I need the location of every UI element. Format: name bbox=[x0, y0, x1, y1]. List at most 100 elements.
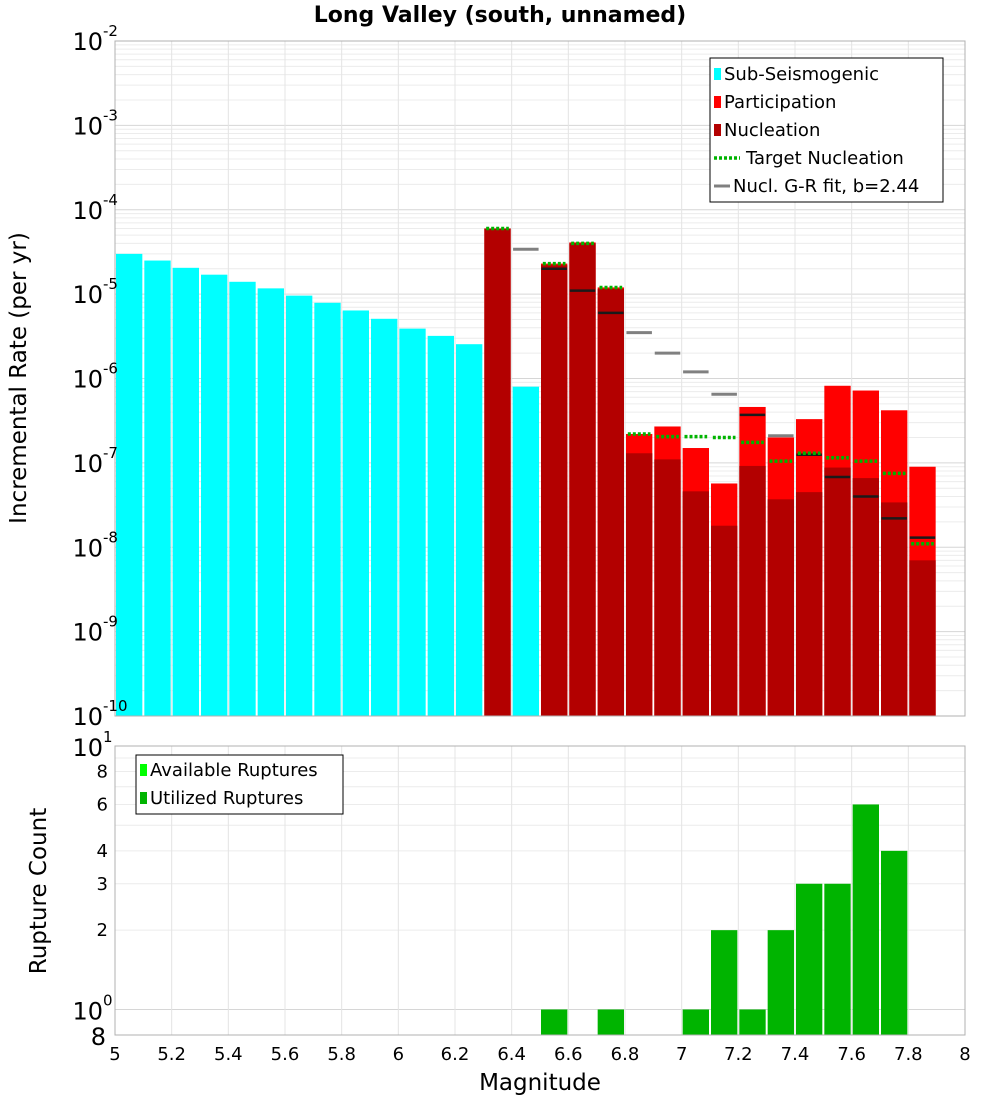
sub-seismogenic-bar bbox=[512, 386, 539, 716]
top-y-tick-exponent: -4 bbox=[103, 191, 118, 209]
x-tick-label: 7.8 bbox=[894, 1044, 923, 1065]
utilized-ruptures-bar bbox=[541, 1009, 568, 1035]
sub-seismogenic-bar bbox=[201, 274, 228, 716]
bottom-y-min-label: 8 bbox=[91, 1023, 106, 1051]
sub-seismogenic-bar bbox=[399, 328, 426, 716]
utilized-ruptures-bar bbox=[824, 883, 851, 1035]
top-y-tick-base: 10 bbox=[72, 366, 103, 394]
sub-seismogenic-bar bbox=[314, 302, 341, 716]
top-y-tick-exponent: -7 bbox=[103, 444, 118, 462]
legend-label-sub_seismogenic: Sub-Seismogenic bbox=[724, 64, 879, 85]
top-y-tick-base: 10 bbox=[72, 703, 103, 731]
top-y-tick-base: 10 bbox=[72, 619, 103, 647]
top-y-tick-base: 10 bbox=[72, 450, 103, 478]
legend-label-nucleation: Nucleation bbox=[724, 120, 820, 141]
utilized-ruptures-bar bbox=[767, 930, 794, 1035]
nucleation-bar bbox=[654, 459, 681, 716]
x-tick-label: 5 bbox=[109, 1044, 120, 1065]
top-y-tick-exponent: -10 bbox=[103, 697, 128, 715]
x-tick-label: 7.4 bbox=[781, 1044, 810, 1065]
top-y-tick-base: 10 bbox=[72, 534, 103, 562]
bottom-y-tick: 6 bbox=[97, 794, 108, 815]
top-y-tick-exponent: -5 bbox=[103, 275, 118, 293]
sub-seismogenic-bar bbox=[427, 335, 454, 716]
bottom-y-major-base: 10 bbox=[72, 734, 103, 762]
utilized-ruptures-bar bbox=[881, 850, 908, 1035]
bottom-y-tick: 4 bbox=[97, 841, 108, 862]
nucleation-bar bbox=[852, 478, 879, 716]
nucleation-bar bbox=[824, 467, 851, 716]
top-y-tick-exponent: -3 bbox=[103, 106, 118, 124]
top-y-tick-exponent: -8 bbox=[103, 528, 118, 546]
sub-seismogenic-bar bbox=[229, 281, 256, 716]
bottom-y-tick: 2 bbox=[97, 920, 108, 941]
legend-label-participation: Participation bbox=[724, 92, 836, 113]
nucleation-bar bbox=[682, 491, 709, 716]
sub-seismogenic-bar bbox=[144, 260, 171, 716]
sub-seismogenic-bar bbox=[257, 288, 284, 716]
sub-seismogenic-bar bbox=[116, 253, 143, 716]
sub-seismogenic-bar bbox=[342, 310, 369, 716]
legend-swatch-sub_seismogenic bbox=[714, 68, 721, 80]
bottom-y-major-exponent: 0 bbox=[103, 991, 113, 1009]
nucleation-bar bbox=[626, 453, 653, 716]
x-tick-label: 6.2 bbox=[441, 1044, 470, 1065]
legend-swatch-available bbox=[140, 764, 147, 776]
top-y-tick-exponent: -9 bbox=[103, 613, 118, 631]
x-tick-label: 6.8 bbox=[611, 1044, 640, 1065]
bottom-y-tick: 8 bbox=[97, 762, 108, 783]
legend-swatch-participation bbox=[714, 96, 721, 108]
bottom-y-axis-label: Rupture Count bbox=[26, 808, 52, 974]
utilized-ruptures-bar bbox=[597, 1009, 624, 1035]
x-tick-label: 5.2 bbox=[157, 1044, 186, 1065]
nucleation-bar bbox=[767, 499, 794, 716]
sub-seismogenic-bar bbox=[371, 318, 398, 716]
x-tick-label: 7 bbox=[676, 1044, 687, 1065]
legend-swatch-nucleation bbox=[714, 124, 721, 136]
top-y-tick-base: 10 bbox=[72, 281, 103, 309]
top-y-axis-label: Incremental Rate (per yr) bbox=[6, 232, 32, 524]
x-tick-label: 7.2 bbox=[724, 1044, 753, 1065]
legend-label-gr_fit: Nucl. G-R fit, b=2.44 bbox=[733, 176, 919, 197]
top-y-tick-base: 10 bbox=[72, 197, 103, 225]
nucleation-bar bbox=[909, 560, 936, 716]
utilized-ruptures-bar bbox=[682, 1009, 709, 1035]
nucleation-bar bbox=[796, 492, 823, 716]
legend-label-target_nucleation: Target Nucleation bbox=[745, 148, 904, 169]
legend-label-utilized: Utilized Ruptures bbox=[150, 788, 303, 809]
nucleation-bar bbox=[711, 525, 738, 716]
x-tick-label: 6 bbox=[393, 1044, 404, 1065]
nucleation-bar bbox=[597, 289, 624, 716]
nucleation-bar bbox=[541, 265, 568, 716]
x-tick-label: 5.4 bbox=[214, 1044, 243, 1065]
top-y-tick-base: 10 bbox=[72, 112, 103, 140]
bottom-plot-frame bbox=[114, 745, 966, 1036]
nucleation-bar bbox=[484, 228, 511, 716]
sub-seismogenic-bar bbox=[286, 295, 313, 716]
top-plot-frame bbox=[114, 40, 966, 717]
nucleation-bar bbox=[739, 465, 766, 716]
utilized-ruptures-bar bbox=[852, 804, 879, 1035]
x-tick-label: 8 bbox=[959, 1044, 970, 1065]
x-axis-label: Magnitude bbox=[479, 1070, 601, 1096]
bottom-y-major-exponent: 1 bbox=[103, 728, 113, 746]
top-legend-box bbox=[709, 57, 944, 203]
nucleation-bar bbox=[881, 502, 908, 716]
x-tick-label: 5.8 bbox=[327, 1044, 356, 1065]
utilized-ruptures-bar bbox=[739, 1009, 766, 1035]
legend-swatch-utilized bbox=[140, 792, 147, 804]
bottom-y-tick: 3 bbox=[97, 874, 108, 895]
top-y-tick-base: 10 bbox=[72, 28, 103, 56]
x-tick-label: 7.6 bbox=[837, 1044, 866, 1065]
top-y-tick-exponent: -6 bbox=[103, 360, 118, 378]
sub-seismogenic-bar bbox=[456, 344, 483, 716]
chart-title: Long Valley (south, unnamed) bbox=[314, 3, 686, 28]
rate-plot-panel: 10-210-310-410-510-610-710-810-910 -10Sub… bbox=[72, 22, 966, 731]
bottom-y-major-base: 10 bbox=[72, 997, 103, 1025]
legend-label-available: Available Ruptures bbox=[150, 760, 318, 781]
bottom-legend-box bbox=[135, 754, 344, 815]
sub-seismogenic-bar bbox=[172, 267, 199, 716]
utilized-ruptures-bar bbox=[711, 930, 738, 1035]
